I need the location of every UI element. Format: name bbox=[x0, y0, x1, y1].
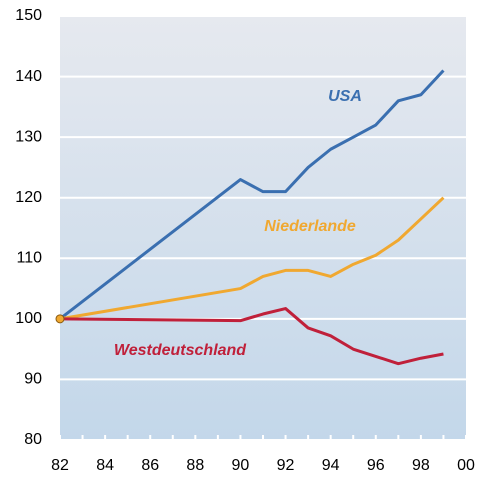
series-label: USA bbox=[328, 88, 362, 105]
series-line bbox=[59, 307, 444, 366]
series-line bbox=[59, 196, 445, 321]
origin-point bbox=[55, 314, 65, 324]
y-tick-label: 130 bbox=[15, 128, 42, 145]
y-tick-label: 90 bbox=[24, 371, 42, 388]
plot-area bbox=[60, 16, 466, 440]
x-tick-label: 86 bbox=[141, 457, 159, 474]
x-tick-label: 96 bbox=[367, 457, 385, 474]
x-tick-label: 88 bbox=[186, 457, 204, 474]
y-tick-label: 110 bbox=[16, 250, 42, 267]
series-label: Niederlande bbox=[264, 218, 356, 235]
y-tick-label: 140 bbox=[15, 68, 42, 85]
x-tick-label: 94 bbox=[322, 457, 340, 474]
y-tick-label: 120 bbox=[15, 189, 42, 206]
x-tick-label: 98 bbox=[412, 457, 430, 474]
x-tick-label: 92 bbox=[277, 457, 295, 474]
x-tick-label: 84 bbox=[96, 457, 114, 474]
y-tick-label: 150 bbox=[15, 7, 42, 24]
x-tick-label: 90 bbox=[232, 457, 250, 474]
series-label: Westdeutschland bbox=[114, 342, 247, 359]
x-tick-label: 00 bbox=[457, 457, 475, 474]
series-line bbox=[59, 69, 445, 321]
x-tick-label: 82 bbox=[51, 457, 69, 474]
y-tick-label: 80 bbox=[24, 431, 42, 448]
y-tick-label: 100 bbox=[15, 310, 42, 327]
